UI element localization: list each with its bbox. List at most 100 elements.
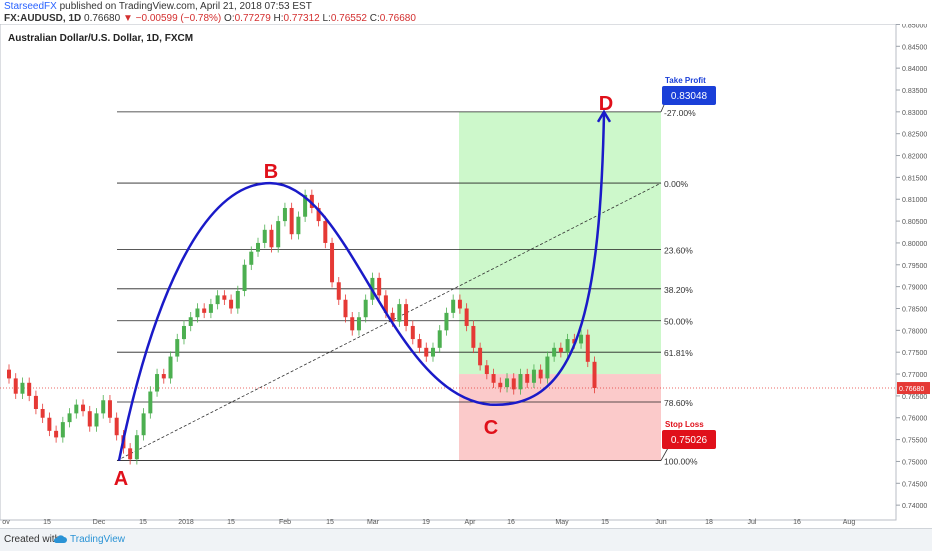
candle-body — [134, 435, 139, 460]
candle-body — [484, 365, 489, 375]
candle-body — [383, 295, 388, 313]
candle-body — [74, 404, 79, 414]
y-tick-label: 0.79000 — [902, 285, 927, 292]
y-axis[interactable]: 0.85000 0.84500 0.84000 0.83500 0.83000 0.825… — [896, 24, 927, 510]
y-tick-label: 0.83000 — [902, 110, 927, 117]
current-price-marker — [897, 382, 930, 395]
candle-body — [242, 264, 247, 292]
candle-body — [424, 347, 429, 357]
y-tick-label: 0.77500 — [902, 350, 927, 357]
candle-body — [444, 312, 449, 331]
point-label-b: B — [264, 161, 278, 183]
candle-body — [417, 339, 422, 348]
candle-body — [235, 291, 240, 309]
y-tick-label: 0.84500 — [902, 44, 927, 51]
take-profit-badge — [662, 86, 716, 105]
price-change: −0.00599 (−0.78%) — [135, 13, 222, 24]
cup-curve[interactable] — [117, 111, 606, 461]
y-tick-label: 0.75000 — [902, 459, 927, 466]
take-profit-value: 0.83048 — [671, 91, 708, 102]
price-chart[interactable]: Australian Dollar/U.S. Dollar, 1D, FXCM … — [0, 24, 932, 528]
x-axis[interactable]: ov 15 Dec 15 2018 15 Feb 15 Mar 19 Apr 16 May 15 Jun 18… — [2, 519, 855, 526]
candle-body — [67, 413, 72, 423]
tradingview-brand[interactable]: TradingView — [70, 534, 126, 545]
y-tick-label: 0.78500 — [902, 306, 927, 313]
ohlc-info: FX:AUDUSD, 1D 0.76680 ▼ −0.00599 (−0.78%… — [4, 13, 416, 24]
candle-body — [101, 400, 106, 414]
candle-body — [188, 317, 193, 326]
x-tick-label: 18 — [705, 519, 713, 526]
candle-body — [296, 216, 301, 235]
candle-body — [336, 282, 341, 300]
y-tick-label: 0.79500 — [902, 263, 927, 270]
candle-body — [377, 277, 382, 296]
x-tick-label: 15 — [326, 519, 334, 526]
high-value: 0.77312 — [283, 13, 320, 24]
fib-label: 50.00% — [664, 317, 693, 327]
stop-loss-label: Stop Loss — [665, 420, 704, 429]
profit-zone — [459, 111, 661, 375]
current-price-value: 0.76680 — [899, 386, 924, 393]
candle-body — [202, 308, 207, 313]
candle-body — [350, 317, 355, 331]
candle-body — [215, 295, 220, 305]
candle-body — [128, 448, 133, 460]
y-tick-label: 0.80000 — [902, 241, 927, 248]
candle-body — [592, 361, 597, 389]
x-tick-label: Jun — [655, 519, 666, 526]
candle-body — [168, 356, 173, 379]
candle-body — [410, 325, 415, 340]
candle-body — [323, 221, 328, 243]
y-tick-label: 0.76500 — [902, 394, 927, 401]
candle-body — [229, 299, 234, 309]
candle-body — [155, 374, 160, 392]
candle-body — [7, 369, 11, 379]
candle-body — [451, 299, 456, 313]
fib-label: -27.00% — [664, 108, 696, 118]
candle-body — [262, 229, 267, 243]
take-profit-label: Take Profit — [665, 76, 706, 85]
fib-retracement[interactable]: -27.00% 0.00% 23.60% 38.20% 50.00% 61.81% 78.6… — [117, 108, 698, 467]
candle-body — [107, 400, 112, 418]
author-link[interactable]: StarseedFX — [4, 1, 57, 12]
candle-body — [94, 413, 99, 427]
y-tick-label: 0.82000 — [902, 154, 927, 161]
x-tick-label: Feb — [279, 519, 291, 526]
candle-body — [565, 339, 570, 353]
candle-body — [256, 242, 261, 252]
chart-pane[interactable] — [0, 24, 897, 521]
open-label: O: — [224, 13, 235, 24]
candle-body — [148, 391, 153, 414]
candle-body — [343, 299, 348, 318]
low-value: 0.76552 — [330, 13, 367, 24]
stop-loss-leader — [660, 447, 669, 461]
loss-zone — [459, 374, 661, 461]
candle-body — [54, 430, 59, 438]
candle-body — [114, 417, 119, 436]
trend-line[interactable] — [116, 182, 662, 461]
x-tick-label: Mar — [367, 519, 380, 526]
candle-body — [276, 221, 281, 248]
candle-body — [161, 374, 166, 379]
candle-body — [518, 374, 523, 390]
candle-body — [141, 413, 146, 436]
candle-body — [404, 304, 409, 326]
point-label-d: D — [599, 93, 613, 115]
candle-body — [478, 347, 483, 366]
annotations: A B C D Take Profit 0.83048 Stop Loss 0.75026 0.… — [114, 76, 930, 490]
x-tick-label: ov — [2, 519, 10, 526]
chart-header: StarseedFX published on TradingView.com,… — [0, 0, 932, 24]
candle-body — [33, 395, 38, 410]
y-tick-label: 0.83500 — [902, 88, 927, 95]
candle-body — [175, 339, 180, 357]
candle-body — [269, 229, 274, 248]
open-value: 0.77279 — [234, 13, 271, 24]
y-tick-label: 0.81500 — [902, 175, 927, 182]
down-arrow-icon: ▼ — [122, 13, 133, 24]
symbol-label: FX:AUDUSD, 1D — [4, 13, 82, 24]
candle-body — [363, 299, 368, 318]
y-tick-label: 0.74000 — [902, 503, 927, 510]
candle-body — [222, 295, 227, 300]
last-price: 0.76680 — [84, 13, 121, 24]
x-tick-label: Jul — [748, 519, 757, 526]
